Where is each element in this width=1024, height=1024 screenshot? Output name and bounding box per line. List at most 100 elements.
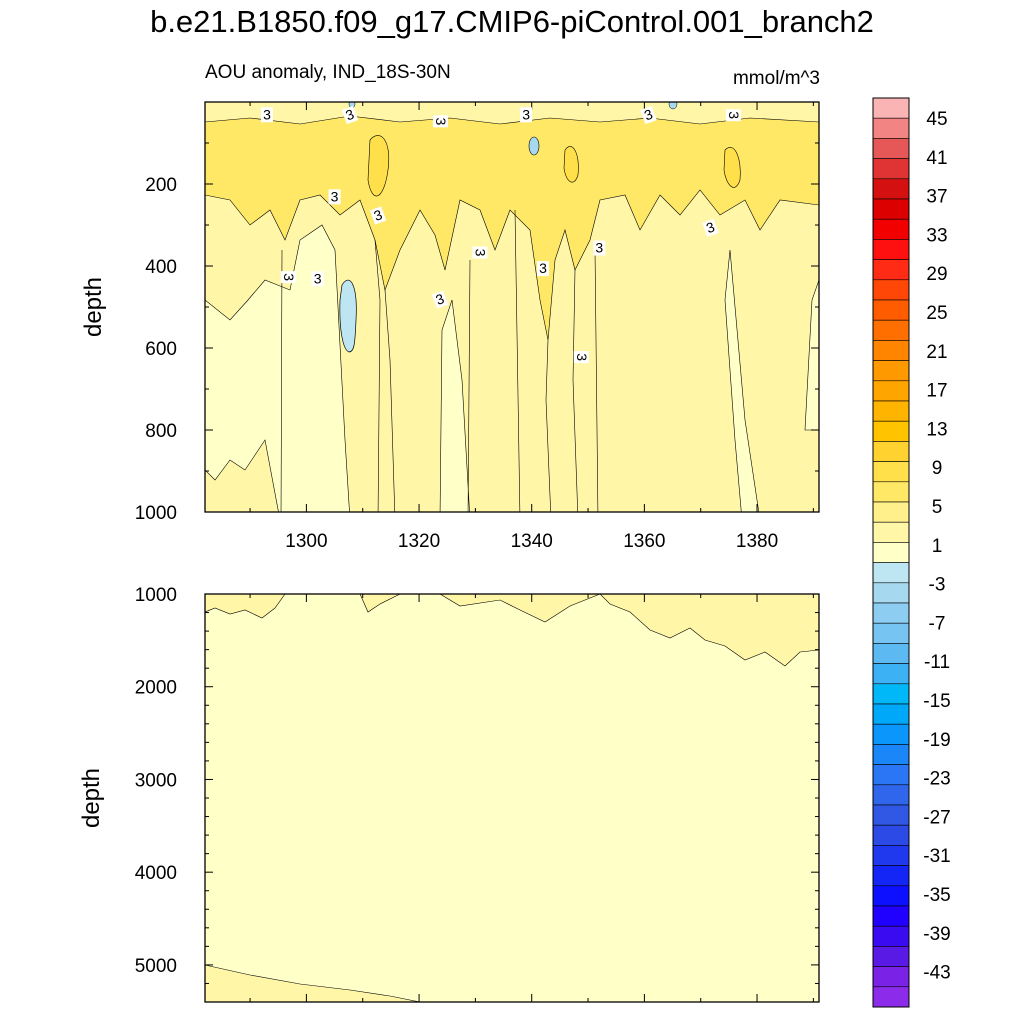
x-tick-label: 1380 — [736, 531, 778, 552]
colorbar-label: 13 — [926, 419, 947, 440]
colorbar-label: -39 — [923, 924, 950, 945]
colorbar-swatch — [872, 400, 910, 422]
colorbar-swatch — [872, 279, 910, 301]
colorbar-swatch — [872, 804, 910, 826]
colorbar-swatch — [872, 97, 910, 119]
colorbar-swatch — [872, 441, 910, 462]
colorbar-swatch — [872, 643, 910, 664]
y-tick-label: 4000 — [135, 863, 177, 884]
variable-label: AOU anomaly, IND_18S-30N — [205, 62, 451, 83]
x-tick-label: 1340 — [511, 531, 553, 552]
contour-label: 3 — [311, 270, 324, 287]
contour-label: 3 — [702, 218, 719, 237]
colorbar-label: 33 — [926, 225, 947, 246]
svg-text:3: 3 — [539, 260, 547, 276]
negative-lens — [339, 279, 357, 353]
colorbar-swatch — [872, 824, 910, 846]
colorbar-swatch — [872, 239, 910, 260]
colorbar-swatch — [872, 117, 910, 139]
x-tick-label: 1320 — [398, 531, 440, 552]
positive-9-to-13-patch-a — [367, 135, 390, 197]
units-label: mmol/m^3 — [732, 68, 820, 89]
colorbar-swatch — [872, 178, 910, 200]
contour-label: 3 — [432, 115, 449, 128]
colorbar-swatch — [872, 905, 910, 927]
colorbar-label: -15 — [923, 691, 950, 712]
contour-label: 3 — [328, 188, 341, 205]
near-zero-region-right — [724, 249, 760, 512]
colorbar-label: 5 — [932, 497, 943, 518]
field-near-zero — [205, 594, 819, 1002]
colorbar-swatch — [872, 966, 910, 988]
positive-top-region — [205, 594, 819, 667]
svg-text:3: 3 — [281, 273, 297, 281]
colorbar-swatch — [872, 481, 910, 503]
colorbar-label: 25 — [926, 303, 947, 324]
colorbar-swatch — [872, 764, 910, 786]
y-tick-label: 1000 — [135, 503, 177, 524]
upper-axis-labels: 1300 1320 1340 1360 1380 200 400 600 800 1000 — [135, 175, 778, 552]
colorbar-labels: 45 41 37 33 29 25 21 17 13 9 5 1 -3 -7 -11 -15 -19 -23 -27… — [923, 109, 950, 984]
upwelling-streak-2 — [545, 269, 579, 512]
colorbar-label: 21 — [926, 342, 947, 363]
colorbar-swatch — [872, 723, 910, 745]
positive-9-to-13-patch-b — [723, 147, 741, 188]
colorbar-swatch — [872, 744, 910, 765]
contour-label: 3 — [472, 246, 488, 259]
colorbar-swatch — [872, 319, 910, 341]
svg-text:3: 3 — [433, 117, 449, 125]
y-tick-label: 200 — [145, 175, 177, 196]
colorbar-label: -43 — [923, 963, 950, 984]
y-tick-label: 1000 — [135, 585, 177, 606]
positive-bottom-region — [205, 964, 421, 1002]
contour-label: 3 — [573, 351, 590, 364]
y-tick-label: 600 — [145, 339, 177, 360]
colorbar-label: 37 — [926, 187, 947, 208]
colorbar-swatch — [872, 865, 910, 887]
svg-text:3: 3 — [595, 240, 603, 256]
svg-text:3: 3 — [726, 111, 742, 119]
colorbar-swatch — [872, 340, 910, 361]
colorbar-label: -11 — [924, 652, 950, 673]
colorbar-label: 9 — [932, 458, 943, 479]
colorbar-label: 17 — [926, 381, 947, 402]
colorbar-swatch — [872, 158, 910, 180]
y-tick-label: 5000 — [135, 956, 177, 977]
contour-label: 3 — [280, 271, 297, 284]
colorbar-swatch — [872, 845, 910, 866]
colorbar-label: -23 — [923, 769, 950, 790]
colorbar — [872, 97, 910, 1008]
colorbar-swatch — [872, 542, 910, 563]
colorbar-frame — [872, 97, 910, 1008]
colorbar-label: 1 — [932, 536, 943, 557]
colorbar-label: -19 — [923, 730, 950, 751]
positive-9-to-13-patch-c — [563, 146, 579, 183]
colorbar-swatch — [872, 380, 910, 402]
colorbar-label: -3 — [929, 575, 946, 596]
colorbar-swatch — [872, 218, 910, 240]
lower-axis-labels: 1000 2000 3000 4000 5000 — [135, 585, 177, 977]
contour-label: 3 — [341, 106, 359, 125]
colorbar-swatch — [872, 420, 910, 442]
contour-label: 3 — [520, 106, 533, 123]
colorbar-swatch — [872, 521, 910, 543]
colorbar-label: 41 — [926, 148, 947, 169]
contour-label: 3 — [640, 106, 657, 125]
negative-surface-spot — [528, 136, 540, 156]
colorbar-swatch — [872, 703, 910, 725]
y-tick-label: 800 — [145, 421, 177, 442]
colorbar-swatch — [872, 986, 910, 1008]
colorbar-swatch — [872, 360, 910, 382]
colorbar-label: -7 — [929, 613, 946, 634]
svg-text:3: 3 — [472, 249, 488, 257]
svg-text:3: 3 — [574, 353, 590, 361]
colorbar-swatch — [872, 198, 910, 220]
colorbar-swatch — [872, 582, 910, 604]
x-tick-label: 1360 — [623, 531, 665, 552]
colorbar-swatch — [872, 683, 910, 705]
colorbar-swatch — [872, 501, 910, 523]
contour-label: 3 — [536, 260, 549, 277]
x-tick-label: 1300 — [285, 531, 327, 552]
svg-text:3: 3 — [331, 188, 339, 204]
